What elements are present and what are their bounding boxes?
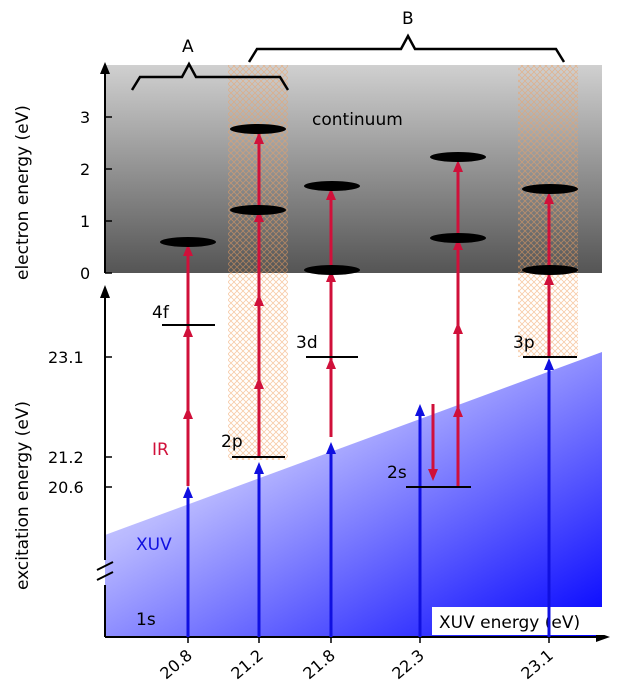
electron-tick-1: 1 [80, 212, 90, 231]
xuv-tick-218: 21.8 [299, 646, 339, 683]
state-label-2p: 2p [221, 432, 243, 452]
state-label-3d: 3d [296, 333, 318, 353]
excitation-ticks [105, 356, 112, 488]
electron-ticks [105, 116, 112, 274]
xuv-label: XUV [136, 535, 172, 555]
ir-arrows-21-2 [254, 132, 264, 457]
ir-arrows-23-1 [544, 192, 554, 357]
excitation-tick-206: 20.6 [48, 478, 84, 497]
photoelectron-peaks [160, 124, 578, 275]
electron-tick-3: 3 [80, 108, 90, 127]
ground-state-label: 1s [136, 610, 156, 630]
electron-tick-0: 0 [80, 264, 90, 283]
left-axis [96, 62, 114, 637]
state-label-4f: 4f [152, 303, 170, 323]
state-label-2s: 2s [387, 463, 407, 483]
state-label-3p: 3p [513, 333, 535, 353]
ir-arrow-down-22-3 [428, 404, 438, 481]
ir-arrows-21-8 [326, 188, 336, 437]
bracket-b-label: B [402, 9, 414, 29]
ir-label: IR [152, 440, 169, 460]
excitation-energy-axis-title: excitation energy (eV) [13, 401, 33, 590]
xuv-spectrum-region [105, 352, 602, 637]
ir-arrows-22-3 [453, 160, 463, 487]
continuum-label: continuum [312, 110, 403, 130]
excitation-tick-231: 23.1 [48, 348, 84, 367]
xuv-energy-axis-title: XUV energy (eV) [439, 613, 580, 633]
xuv-tick-223: 22.3 [388, 646, 428, 683]
xuv-energy-label-box [432, 607, 608, 635]
state-levels [162, 324, 577, 488]
bracket-a-label: A [182, 37, 194, 57]
bracket-b [247, 33, 566, 63]
excitation-tick-212: 21.2 [48, 448, 84, 467]
xuv-tick-208: 20.8 [156, 646, 196, 683]
bracket-a [130, 61, 290, 91]
ir-arrows-20-8 [183, 244, 193, 486]
xuv-tick-212: 21.2 [227, 646, 267, 683]
electron-energy-axis-title: electron energy (eV) [13, 105, 33, 280]
xuv-arrows [183, 358, 554, 637]
xuv-ticks [187, 637, 550, 643]
electron-tick-2: 2 [80, 160, 90, 179]
xuv-tick-231: 23.1 [517, 646, 557, 683]
